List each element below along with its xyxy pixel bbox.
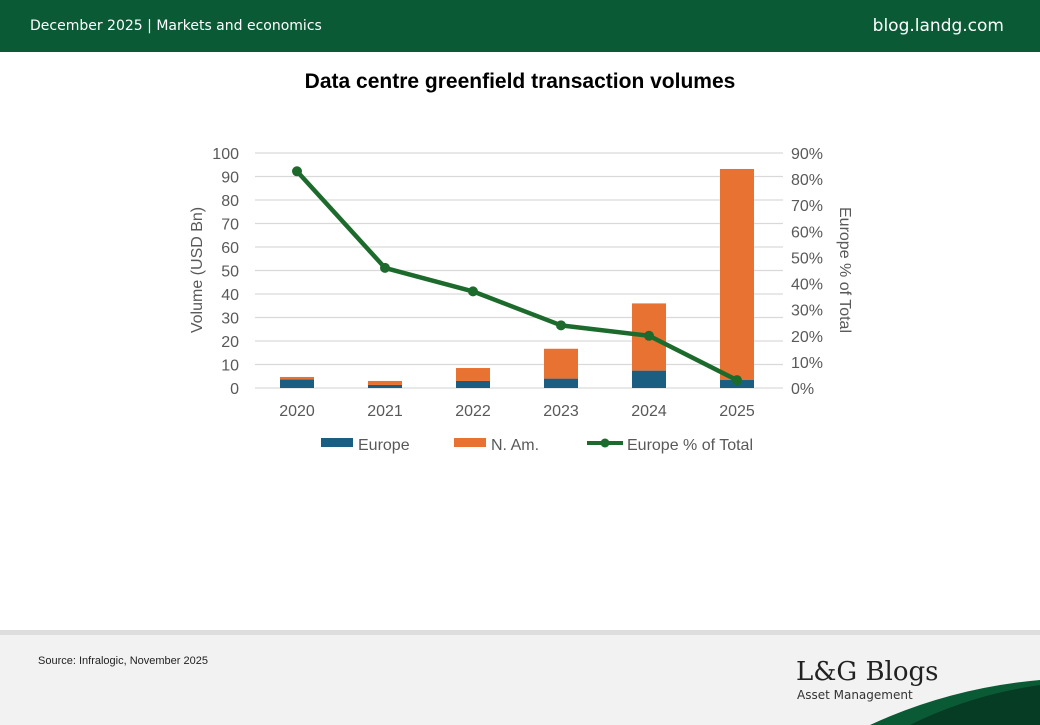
y-axis-label: Volume (USD Bn): [189, 207, 206, 333]
header-category[interactable]: Markets and economics: [156, 18, 322, 34]
legend-label: Europe: [358, 437, 410, 454]
y-tick-label: 80: [221, 193, 239, 210]
logo-subtitle: Asset Management: [797, 688, 913, 702]
header-separator: |: [147, 18, 152, 34]
bar-n-am: [368, 380, 402, 385]
y-tick-label: 100: [212, 146, 239, 163]
y-tick-label: 70: [221, 217, 239, 234]
y2-axis-label: Europe % of Total: [836, 207, 853, 333]
bar-n-am: [280, 376, 314, 380]
y2-tick-label: 10%: [791, 355, 823, 372]
bar-europe: [632, 370, 666, 388]
y2-tick-label: 90%: [791, 146, 823, 163]
y-tick-label: 60: [221, 240, 239, 257]
site-link[interactable]: blog.landg.com: [872, 16, 1004, 36]
x-tick-label: 2025: [719, 403, 755, 420]
y-tick-label: 40: [221, 287, 239, 304]
y2-tick-label: 0%: [791, 381, 814, 398]
line-point: [556, 320, 566, 331]
y2-tick-label: 30%: [791, 303, 823, 320]
bar-n-am: [456, 368, 490, 381]
y-tick-label: 20: [221, 334, 239, 351]
line-point: [732, 375, 742, 386]
bar-europe: [456, 380, 490, 388]
logo-swoosh: [870, 680, 1040, 725]
legend-label: N. Am.: [491, 437, 539, 454]
legend-swatch: [321, 438, 353, 447]
x-tick-label: 2022: [455, 403, 491, 420]
header-date: December 2025: [30, 18, 143, 34]
line-point: [644, 330, 654, 341]
source-note: Source: Infralogic, November 2025: [38, 655, 208, 667]
line-point: [380, 262, 390, 273]
y-tick-label: 10: [221, 358, 239, 375]
y-tick-label: 90: [221, 170, 239, 187]
x-tick-label: 2024: [631, 403, 667, 420]
y2-tick-label: 60%: [791, 224, 823, 241]
y2-tick-label: 70%: [791, 198, 823, 215]
top-bar: December 2025 | Markets and economics bl…: [0, 0, 1040, 52]
line-europe-share: [295, 169, 739, 383]
y2-tick-label: 20%: [791, 329, 823, 346]
y-tick-label: 30: [221, 311, 239, 328]
y-tick-label: 50: [221, 264, 239, 281]
bar-n-am: [544, 348, 578, 379]
chart: 0 10 20 30 40 50 60 70 80 90 100 0% 10% 20% 30% 40% 50% 6…: [189, 146, 853, 454]
y-tick-label: 0: [230, 381, 239, 398]
line-point: [468, 286, 478, 297]
bar-europe: [544, 378, 578, 388]
x-tick-label: 2021: [367, 403, 403, 420]
bar-europe: [368, 384, 402, 388]
legend-label: Europe % of Total: [627, 437, 753, 454]
legend-swatch: [454, 438, 486, 447]
logo: L&G Blogs: [796, 657, 939, 687]
bar-n-am: [720, 168, 754, 381]
header-meta: December 2025 | Markets and economics: [30, 18, 322, 34]
x-tick-label: 2020: [279, 403, 315, 420]
legend-marker: [600, 438, 610, 448]
footer: Source: Infralogic, November 2025 L&G Bl…: [0, 630, 1040, 725]
line-point: [292, 166, 302, 177]
y2-tick-label: 40%: [791, 277, 823, 294]
x-tick-label: 2023: [543, 403, 579, 420]
y2-tick-label: 80%: [791, 172, 823, 189]
bar-europe: [280, 379, 314, 388]
y2-tick-label: 50%: [791, 250, 823, 267]
chart-title: Data centre greenfield transaction volum…: [304, 70, 736, 93]
